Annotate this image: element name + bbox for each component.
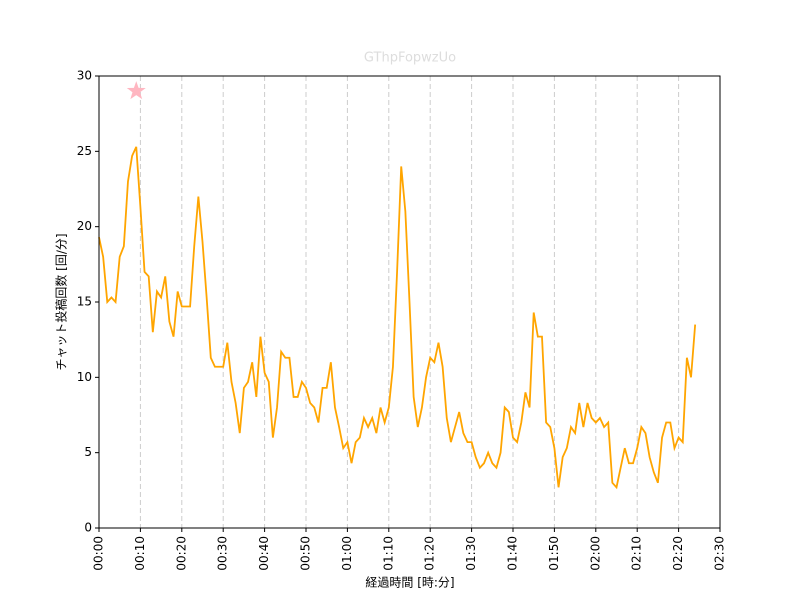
y-tick-label: 10 (77, 370, 92, 384)
x-tick-label: 01:00 (340, 536, 354, 571)
x-tick-label: 02:10 (630, 536, 644, 571)
x-tick-label: 02:00 (588, 536, 602, 571)
x-tick-label: 01:30 (464, 536, 478, 571)
x-tick-label: 00:00 (92, 536, 106, 571)
x-axis-label: 経過時間 [時:分] (365, 576, 454, 590)
x-tick-label: 01:20 (423, 536, 437, 571)
plot-frame (98, 75, 721, 529)
x-tick-label: 00:40 (257, 536, 271, 571)
line (98, 146, 697, 490)
x-tick-label: 02:30 (713, 536, 727, 571)
star-marker (126, 81, 146, 100)
y-tick-label: 5 (84, 445, 92, 459)
chart-title: GThpFopwzUo (364, 51, 456, 66)
y-tick-label: 15 (77, 295, 92, 309)
y-axis-label: チャット投稿回数 [回/分] (54, 233, 69, 370)
x-tick-label: 00:20 (174, 536, 188, 571)
x-tick-label: 02:20 (671, 536, 685, 571)
y-tick-label: 20 (77, 219, 92, 233)
y-tick-label: 30 (77, 69, 92, 83)
x-tick-label: 00:50 (299, 536, 313, 571)
x-tick-label: 00:10 (133, 536, 147, 571)
x-tick-label: 01:10 (381, 536, 395, 571)
y-tick-label: 0 (84, 521, 92, 535)
y-tick-label: 25 (77, 144, 92, 158)
x-tick-label: 00:30 (216, 536, 230, 571)
x-tick-label: 01:40 (506, 536, 520, 571)
x-tick-label: 01:50 (547, 536, 561, 571)
